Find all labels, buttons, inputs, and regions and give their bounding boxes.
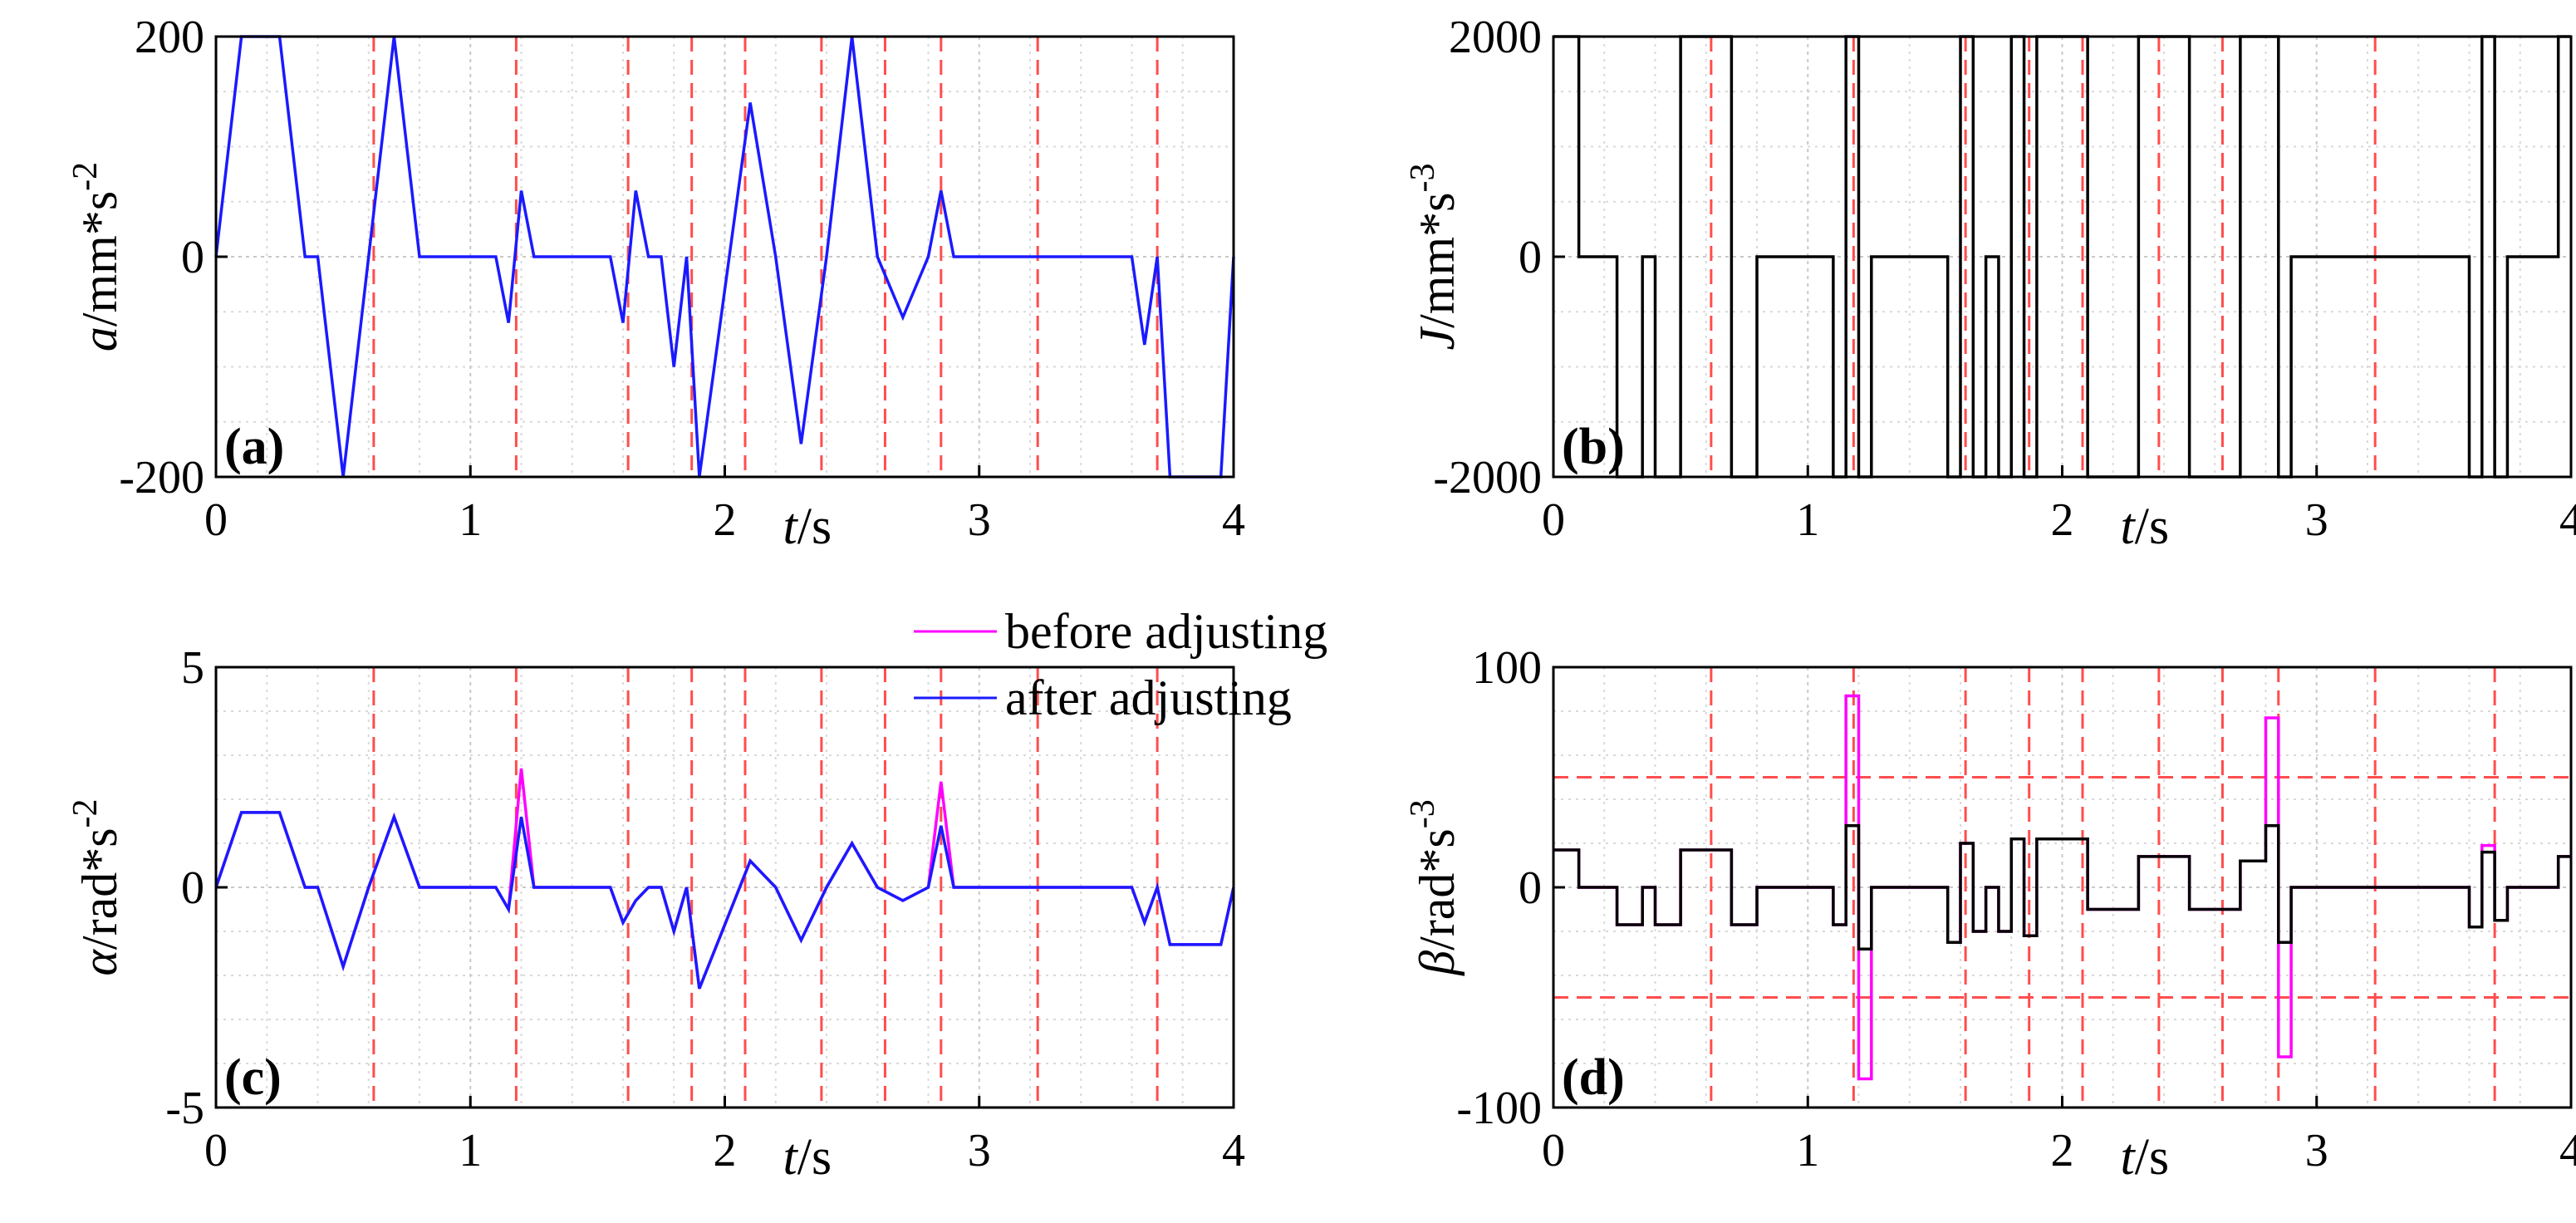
x-tick-label: 1 (459, 494, 482, 546)
x-tick-label: 2 (714, 494, 737, 546)
x-tick-label: 1 (1796, 1125, 1819, 1176)
x-axis-label: t/s (783, 1129, 832, 1186)
y-axis-label: β/rad*s-3 (1404, 799, 1465, 976)
y-tick-label: 0 (1519, 862, 1542, 914)
x-tick-label: 0 (204, 494, 228, 546)
x-tick-label: 2 (2051, 494, 2074, 546)
panel-label: (c) (224, 1049, 282, 1106)
x-axis-label: t/s (783, 499, 832, 555)
x-tick-label: 1 (1796, 494, 1819, 546)
x-tick-label: 2 (714, 1125, 737, 1176)
y-tick-label: -5 (165, 1083, 204, 1134)
y-tick-label: 2000 (1449, 12, 1542, 63)
series-line-after-adjusting (214, 35, 1235, 479)
y-axis-label: α/rad*s-2 (66, 798, 127, 975)
x-tick-label: 1 (459, 1125, 482, 1176)
x-tick-label: 4 (1222, 494, 1245, 546)
y-tick-label: -100 (1456, 1083, 1542, 1134)
x-tick-label: 4 (1222, 1125, 1245, 1176)
panel-label: (b) (1562, 419, 1625, 475)
legend-label-before: before adjusting (1005, 604, 1327, 659)
x-axis-label: t/s (2121, 1129, 2170, 1186)
legend-label-after: after adjusting (1005, 670, 1292, 725)
x-tick-label: 3 (2305, 494, 2328, 546)
y-tick-label: -2000 (1433, 452, 1542, 503)
y-tick-label: -200 (119, 452, 204, 503)
y-tick-label: 200 (135, 12, 204, 63)
x-tick-label: 0 (1542, 494, 1565, 546)
x-tick-label: 3 (2305, 1125, 2328, 1176)
series-line-after-adjusting (1553, 824, 2571, 950)
x-tick-label: 3 (968, 1125, 991, 1176)
panel-label: (a) (224, 419, 284, 475)
x-tick-label: 0 (204, 1125, 228, 1176)
y-tick-label: 0 (181, 862, 204, 914)
panel-label: (d) (1562, 1049, 1625, 1106)
x-tick-label: 3 (968, 494, 991, 546)
y-axis-label: a/mm*s-2 (66, 162, 127, 351)
y-axis-label: J/mm*s-3 (1404, 164, 1465, 351)
y-tick-label: 100 (1472, 642, 1542, 694)
x-tick-label: 4 (2559, 1125, 2576, 1176)
x-tick-label: 0 (1542, 1125, 1565, 1176)
x-axis-label: t/s (2121, 499, 2170, 555)
y-tick-label: 0 (181, 232, 204, 283)
legend: before adjusting after adjusting (914, 604, 1327, 725)
series-line-after-adjusting (214, 811, 1235, 990)
y-tick-label: 0 (1519, 232, 1542, 283)
y-tick-label: 5 (181, 642, 204, 694)
x-tick-label: 4 (2559, 494, 2576, 546)
x-tick-label: 2 (2051, 1125, 2074, 1176)
